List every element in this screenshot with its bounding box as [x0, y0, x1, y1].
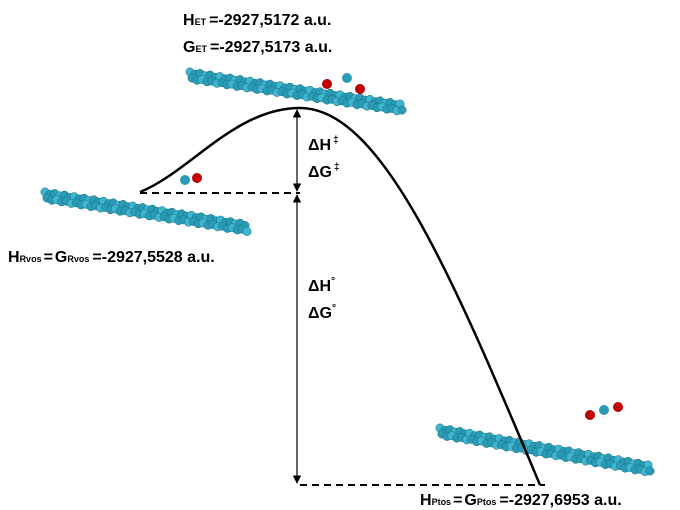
sheet-product	[436, 424, 654, 476]
reaction-gibbs: ΔG°	[308, 303, 336, 322]
ts-gibbs: GET=-2927,5173 a.u.	[183, 39, 332, 56]
molecule-reactant	[180, 173, 202, 185]
energy-diagram: HET=-2927,5172 a.u. GET=-2927,5173 a.u. …	[0, 0, 680, 510]
reactant-energy: HRvos=GRvos=-2927,5528 a.u.	[8, 249, 215, 266]
sheet-reactant	[41, 188, 251, 236]
graphene-sheets	[41, 68, 654, 476]
barrier-gibbs: ΔG‡	[308, 162, 340, 181]
barrier-enthalpy: ΔH‡	[308, 135, 339, 154]
molecule-product	[585, 402, 623, 420]
energy-curve	[140, 108, 540, 485]
reaction-enthalpy: ΔH°	[308, 276, 335, 295]
ts-enthalpy: HET=-2927,5172 a.u.	[183, 12, 331, 29]
product-energy: HPtos=GPtos=-2927,6953 a.u.	[420, 492, 622, 509]
